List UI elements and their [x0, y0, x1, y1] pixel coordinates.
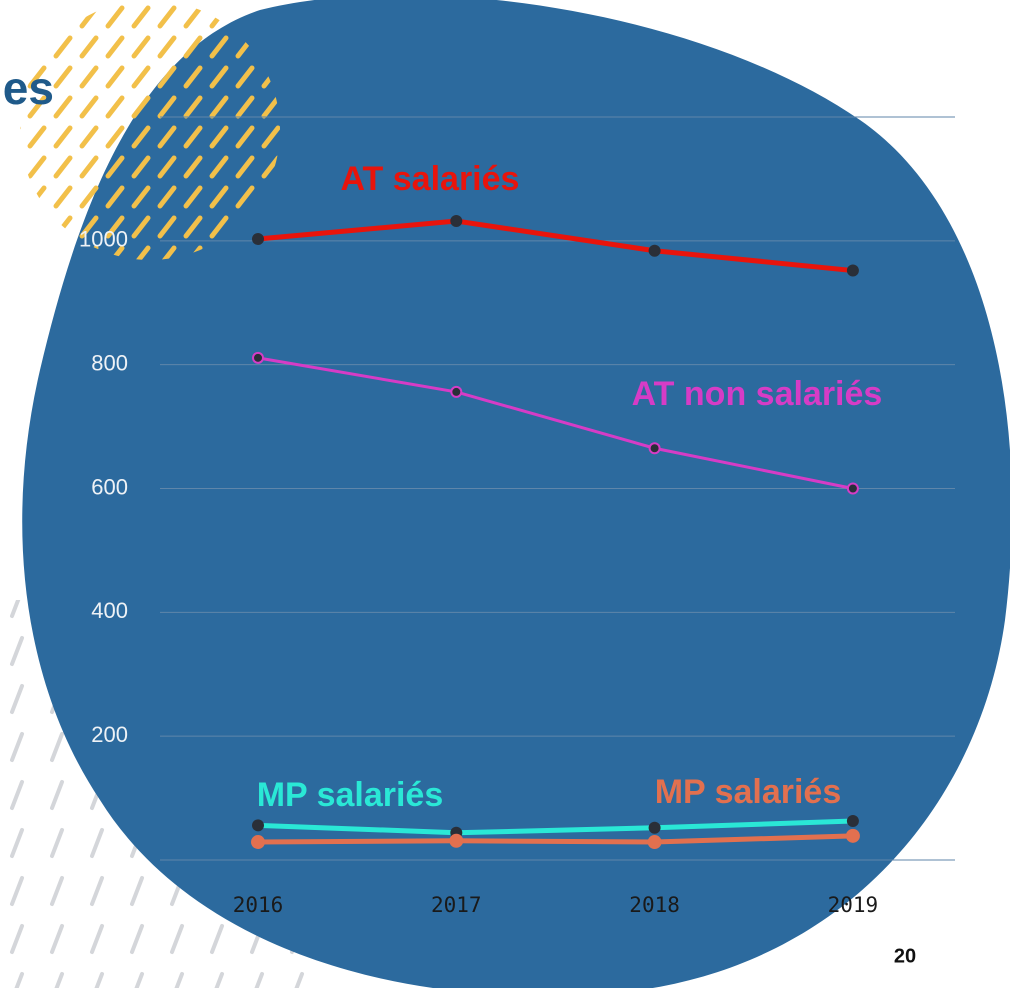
- series-label: AT non salariés: [632, 375, 883, 413]
- data-point: [252, 351, 264, 364]
- decor-dashes: [20, 0, 280, 260]
- data-point: [450, 385, 463, 398]
- data-point: [449, 833, 464, 848]
- page-number: 20: [894, 945, 916, 967]
- series-line: [257, 818, 853, 836]
- x-tick-label: 2017: [431, 893, 482, 917]
- y-tick-label: 600: [91, 474, 128, 499]
- chart: 200 400 600 800 1000 2016 2017 2018 2019 AT salar…: [79, 116, 955, 917]
- series-label: MP salariés: [257, 776, 444, 814]
- data-point: [648, 442, 661, 455]
- y-tick-label: 800: [91, 350, 128, 375]
- data-point: [252, 232, 264, 245]
- slide-title: les: [0, 62, 54, 114]
- y-tick-label: 200: [91, 722, 128, 747]
- blob: [22, 0, 1010, 988]
- series-line: [257, 833, 853, 845]
- data-point: [648, 821, 661, 834]
- data-point: [846, 264, 859, 277]
- data-point: [647, 835, 662, 850]
- x-tick-label: 2019: [828, 893, 879, 917]
- y-tick-label: 400: [91, 598, 128, 623]
- data-point: [648, 244, 661, 257]
- series-line: [257, 218, 854, 274]
- series-label: MP salariés: [655, 773, 842, 811]
- x-tick-label: 2018: [629, 893, 680, 917]
- x-tick-label: 2016: [233, 893, 284, 917]
- data-point: [846, 482, 859, 495]
- data-point: [846, 814, 859, 827]
- data-point: [252, 819, 264, 832]
- data-point: [450, 215, 463, 228]
- data-point: [845, 828, 860, 843]
- series-line: [257, 356, 854, 490]
- y-tick-label: 1000: [79, 227, 128, 252]
- data-point: [251, 835, 265, 850]
- series-label: AT salariés: [341, 160, 520, 198]
